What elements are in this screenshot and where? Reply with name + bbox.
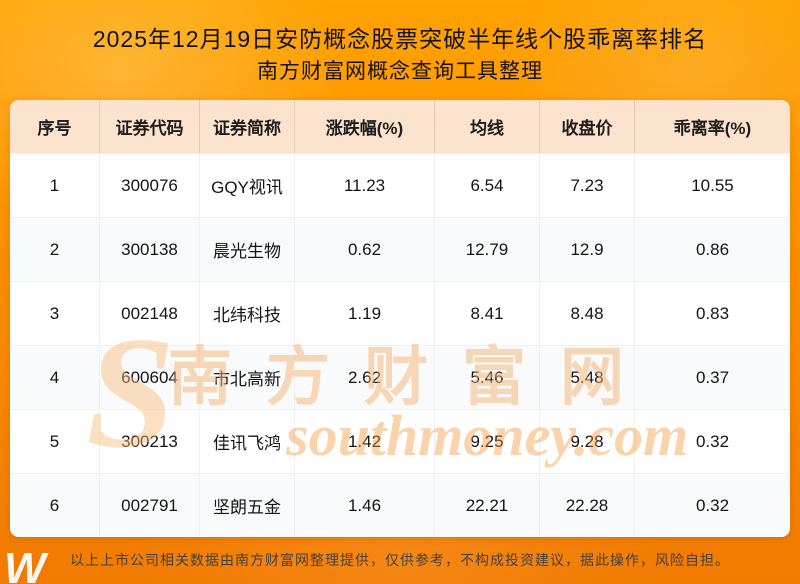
table-cell: 晨光生物: [200, 218, 295, 281]
table-cell: 300213: [100, 410, 200, 473]
table-cell: 11.23: [295, 154, 435, 217]
table-cell: 1.19: [295, 282, 435, 345]
table-row: 5 300213 佳讯飞鸿 1.42 9.25 9.28 0.32: [10, 409, 790, 473]
table-cell: 5.46: [435, 346, 540, 409]
table-cell: 300138: [100, 218, 200, 281]
table-cell: 600604: [100, 346, 200, 409]
table-cell: 1.42: [295, 410, 435, 473]
table-row: 1 300076 GQY视讯 11.23 6.54 7.23 10.55: [10, 153, 790, 217]
table-body: 1 300076 GQY视讯 11.23 6.54 7.23 10.55 2 300138 晨光生…: [10, 153, 790, 537]
table-row: 6 002791 坚朗五金 1.46 22.21 22.28 0.32: [10, 473, 790, 537]
table-cell: 0.62: [295, 218, 435, 281]
table-cell: 002148: [100, 282, 200, 345]
page-title: 2025年12月19日安防概念股票突破半年线个股乖离率排名 南方财富网概念查询工…: [0, 22, 800, 88]
table-cell: 002791: [100, 474, 200, 537]
column-header: 证券代码: [100, 100, 200, 153]
table-cell: 2.62: [295, 346, 435, 409]
table-cell: 22.21: [435, 474, 540, 537]
table-cell: GQY视讯: [200, 154, 295, 217]
table-cell: 7.23: [540, 154, 635, 217]
table-cell: 0.83: [695, 303, 730, 323]
table-cell: 9.25: [435, 410, 540, 473]
table-cell: 2: [10, 218, 100, 281]
table-cell: 300076: [100, 154, 200, 217]
table-cell: 9.28: [540, 410, 635, 473]
table-cell: 3: [10, 282, 100, 345]
table-cell: 5: [10, 410, 100, 473]
table-cell: 5.48: [540, 346, 635, 409]
column-header: 均线: [435, 100, 540, 153]
table-cell: 6.54: [435, 154, 540, 217]
table-row: 2 300138 晨光生物 0.62 12.79 12.9 0.86: [10, 217, 790, 281]
column-header: 收盘价: [540, 100, 635, 153]
table-cell: 4: [10, 346, 100, 409]
table-row: 3 002148 北纬科技 1.19 8.41 8.48 0.83: [10, 281, 790, 345]
table-cell: 8.48: [540, 282, 635, 345]
column-header: 序号: [10, 100, 100, 153]
table-cell: 6: [10, 474, 100, 537]
table-cell: 12.9: [540, 218, 635, 281]
table-cell: 0.86: [695, 239, 730, 259]
table-cell: 22.28: [540, 474, 635, 537]
corner-logo-icon: W: [4, 544, 46, 584]
title-line-1: 2025年12月19日安防概念股票突破半年线个股乖离率排名: [92, 26, 708, 52]
table-cell: 8.41: [435, 282, 540, 345]
table-cell: 佳讯飞鸿: [200, 410, 295, 473]
title-line-2: 南方财富网概念查询工具整理: [257, 60, 543, 83]
table-cell: 1.46: [295, 474, 435, 537]
column-header: 乖离率(%): [673, 119, 752, 138]
table-cell: 市北高新: [200, 346, 295, 409]
column-header: 涨跌幅(%): [295, 100, 435, 153]
table-cell: 12.79: [435, 218, 540, 281]
table-cell: 0.32: [695, 495, 730, 515]
stock-table: 序号 证券代码 证券简称 涨跌幅(%) 均线 收盘价 乖离率(%) 1 300076 GQY视讯…: [10, 100, 790, 537]
disclaimer-text: 以上上市公司相关数据由南方财富网整理提供，仅供参考，不构成投资建议，据此操作，风…: [70, 552, 730, 568]
table-header-row: 序号 证券代码 证券简称 涨跌幅(%) 均线 收盘价 乖离率(%): [10, 100, 790, 153]
table-cell: 10.55: [691, 175, 734, 195]
table-cell: 北纬科技: [200, 282, 295, 345]
table-cell: 坚朗五金: [200, 474, 295, 537]
table-cell: 1: [10, 154, 100, 217]
table-row: 4 600604 市北高新 2.62 5.46 5.48 0.37: [10, 345, 790, 409]
table-cell: 0.37: [695, 367, 730, 387]
table-cell: 0.32: [695, 431, 730, 451]
column-header: 证券简称: [200, 100, 295, 153]
